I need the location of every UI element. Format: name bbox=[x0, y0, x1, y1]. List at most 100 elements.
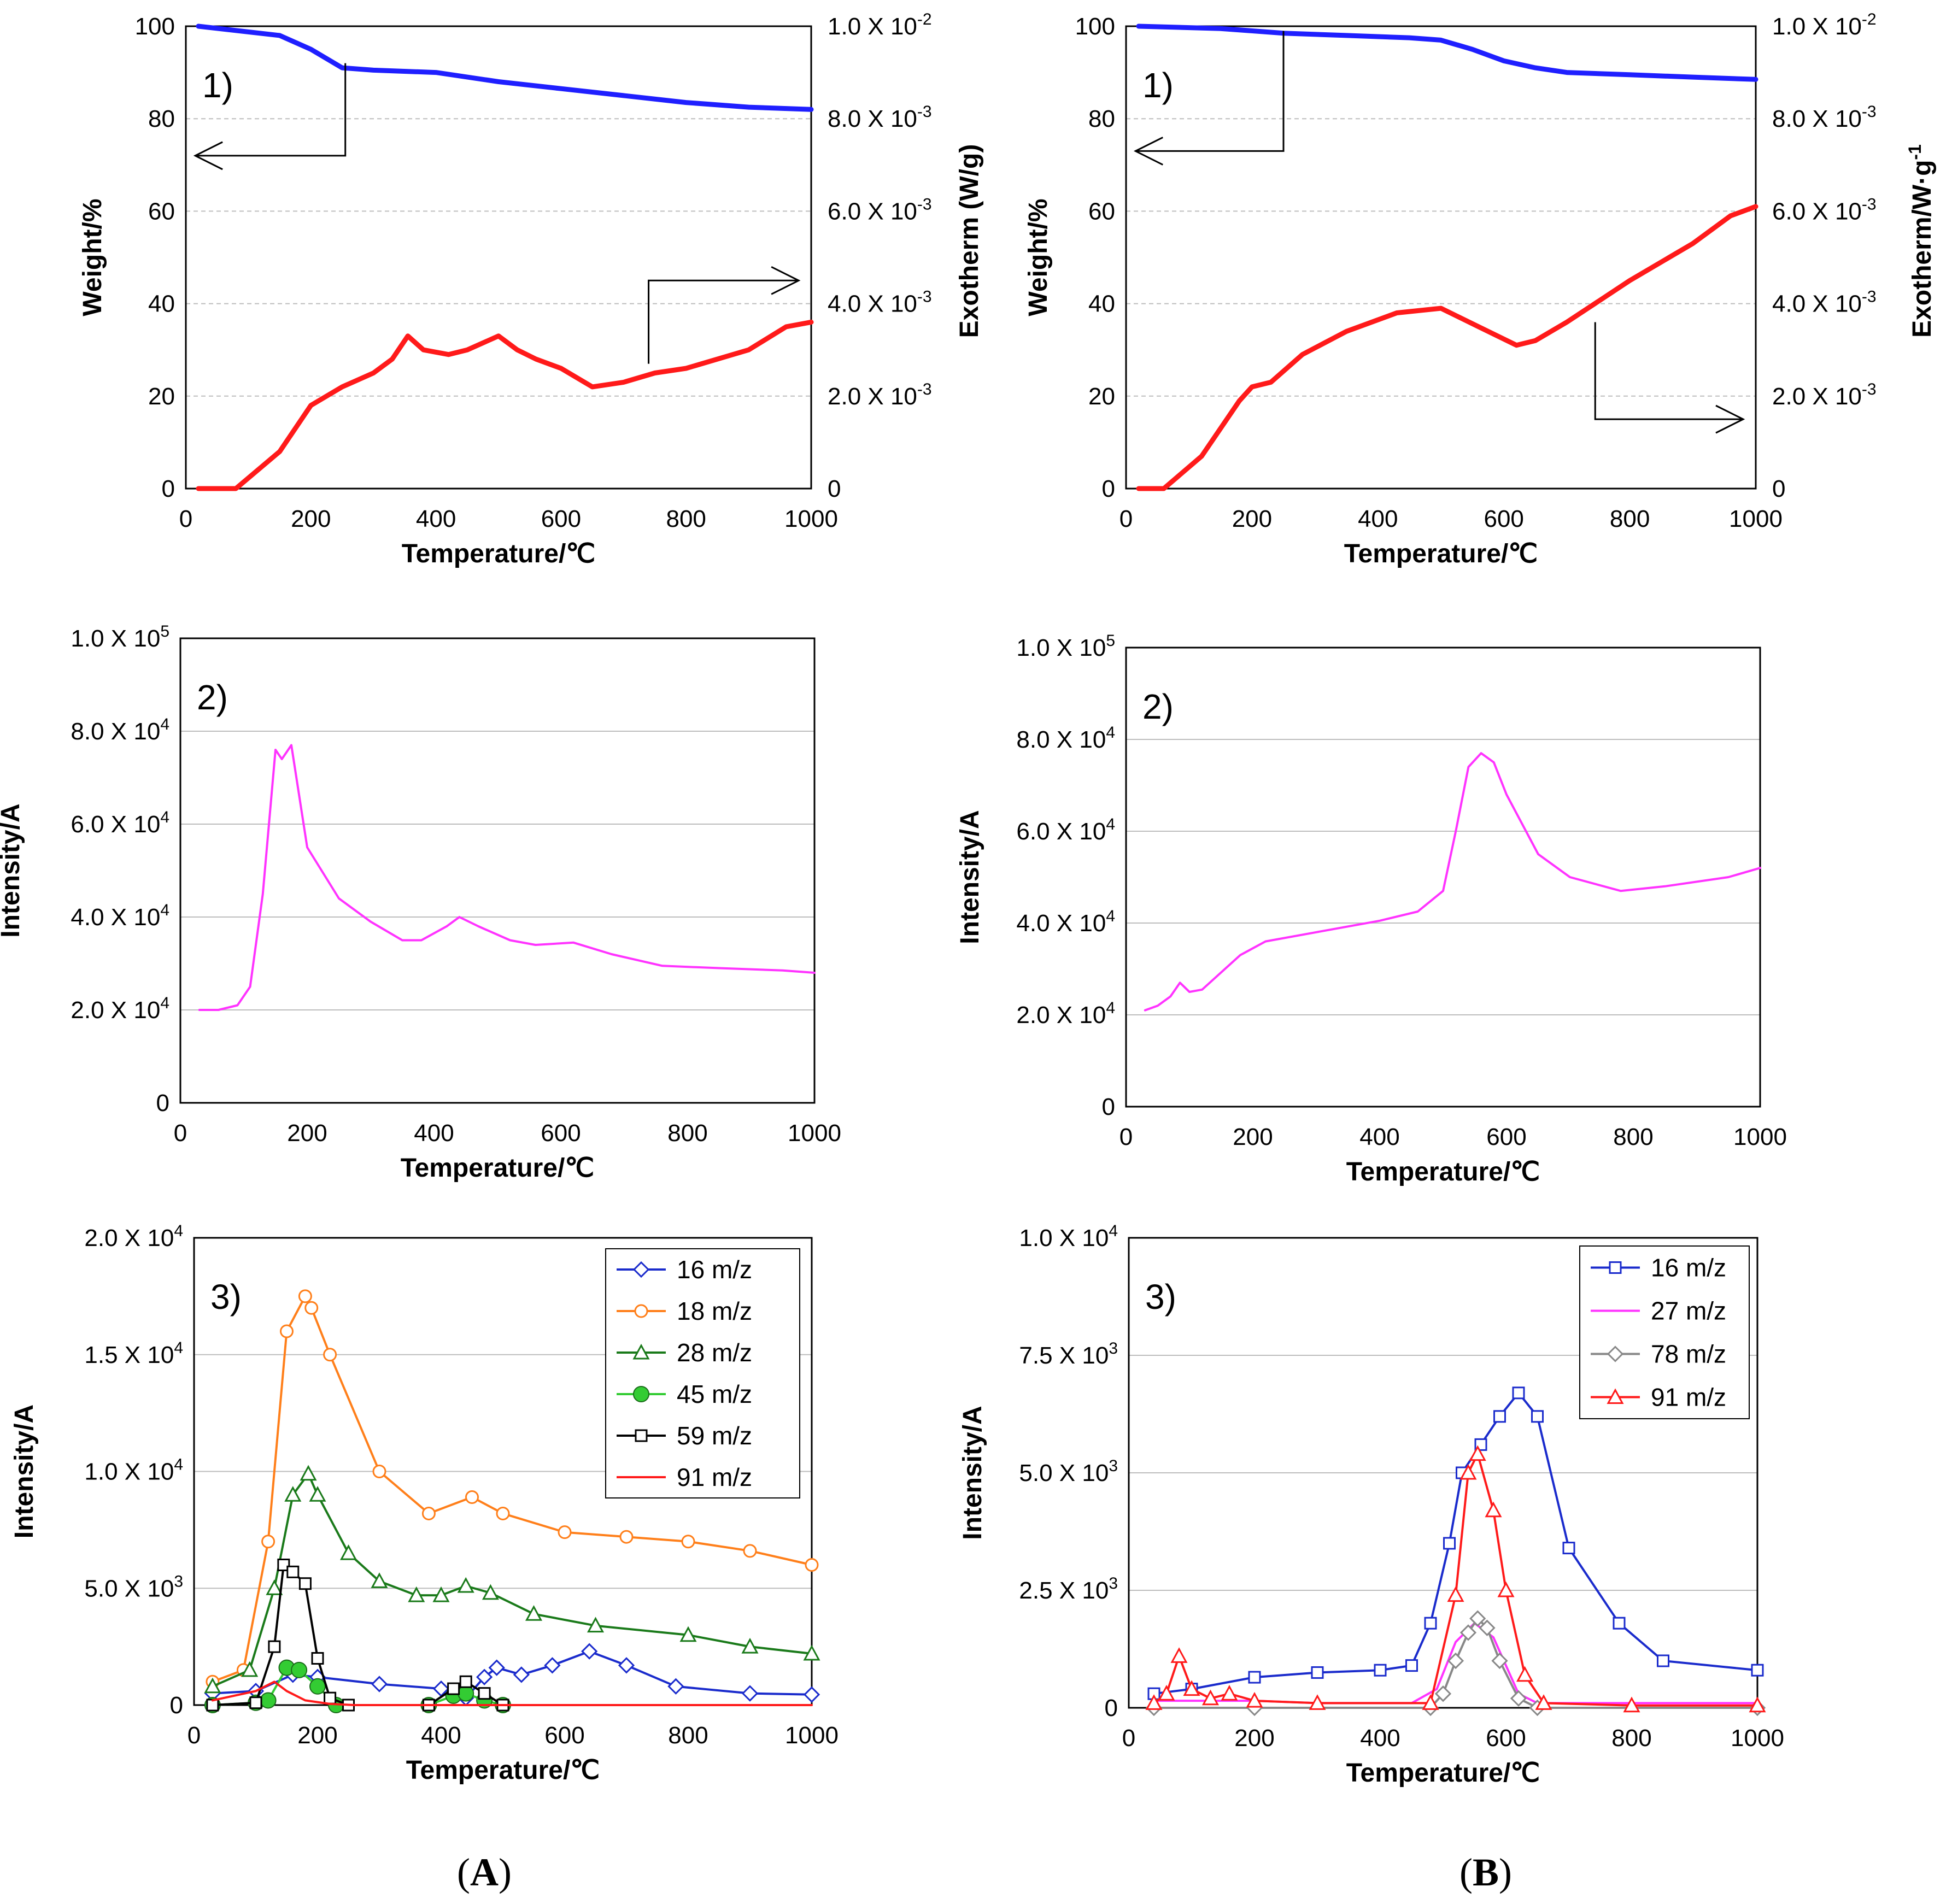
axis-arrow bbox=[195, 63, 347, 157]
data-point bbox=[408, 1586, 425, 1602]
x-tick-label: 800 bbox=[1611, 1725, 1651, 1752]
data-point bbox=[432, 1586, 450, 1602]
y-tick-label: 4.0 X 104 bbox=[71, 901, 169, 931]
data-point bbox=[421, 1506, 436, 1520]
data-point bbox=[1221, 1685, 1238, 1701]
data-point bbox=[513, 1666, 530, 1683]
data-point bbox=[447, 1682, 460, 1695]
x-tick-label: 800 bbox=[1613, 1124, 1653, 1150]
x-tick-label: 200 bbox=[1233, 1124, 1273, 1150]
panel-number-label: 2) bbox=[1142, 687, 1174, 726]
y-tick-label: 6.0 X 104 bbox=[1016, 815, 1115, 845]
data-point bbox=[1201, 1689, 1220, 1706]
data-point bbox=[371, 1676, 388, 1693]
data-point bbox=[1657, 1654, 1669, 1667]
chart-B3: 0 2.5 X 103 5.0 X 103 7.5 X 103 1.0 X 104 0 20… bbox=[958, 1222, 1784, 1788]
data-point bbox=[1405, 1659, 1418, 1672]
x-axis-title: Temperature/℃ bbox=[402, 539, 595, 568]
data-point bbox=[298, 1289, 312, 1303]
x-tick-label: 0 bbox=[187, 1722, 201, 1749]
y2-tick-label: 1.0 X 10-2 bbox=[1772, 10, 1877, 40]
figure-label-right-letter: B bbox=[1473, 1850, 1499, 1894]
y-tick-label: 1.0 X 105 bbox=[1016, 632, 1115, 661]
x-tick-label: 400 bbox=[421, 1722, 461, 1749]
axis-arrow-head bbox=[771, 266, 801, 295]
data-point bbox=[1183, 1680, 1200, 1696]
y-tick-label: 4.0 X 104 bbox=[1016, 907, 1115, 937]
y-tick-label: 2.0 X 104 bbox=[1016, 999, 1115, 1029]
x-tick-label: 1000 bbox=[785, 1722, 839, 1749]
data-point bbox=[803, 1644, 820, 1661]
legend-marker bbox=[635, 1429, 648, 1442]
figure-label-right: (B) bbox=[1459, 1850, 1512, 1894]
y-tick-label: 20 bbox=[1088, 383, 1115, 410]
y-tick-label: 2.0 X 104 bbox=[84, 1222, 183, 1251]
data-point bbox=[525, 1605, 543, 1621]
data-point bbox=[1170, 1647, 1188, 1663]
series-line-weight bbox=[196, 23, 814, 112]
y2-axis-title: Exotherm (W/g) bbox=[955, 144, 984, 338]
data-point bbox=[286, 1565, 300, 1578]
panel-number-label: 3) bbox=[1145, 1277, 1176, 1317]
data-point bbox=[309, 1486, 326, 1502]
legend-item-label: 91 m/z bbox=[1651, 1383, 1726, 1412]
y2-axis-title-exponent: -1 bbox=[1905, 144, 1925, 160]
legend-marker bbox=[632, 1261, 650, 1278]
x-tick-label: 0 bbox=[174, 1120, 187, 1147]
data-point bbox=[1422, 1694, 1439, 1710]
plot-frame bbox=[179, 637, 816, 1104]
series-line-weight bbox=[1136, 23, 1758, 82]
x-tick-label: 400 bbox=[416, 506, 456, 532]
data-point bbox=[558, 1525, 572, 1539]
plot-frame bbox=[1125, 647, 1761, 1108]
x-tick-label: 1000 bbox=[1729, 506, 1783, 532]
series-line-18-m-z bbox=[211, 1295, 813, 1683]
x-tick-label: 600 bbox=[541, 1120, 581, 1147]
y2-tick-label-exponent: -3 bbox=[917, 288, 932, 306]
legend-marker bbox=[1607, 1388, 1624, 1404]
data-point bbox=[1459, 1464, 1477, 1480]
y2-tick-label-exponent: -2 bbox=[1862, 10, 1877, 28]
data-point bbox=[681, 1535, 695, 1549]
legend-item-label: 28 m/z bbox=[677, 1338, 752, 1367]
y-tick-label: 1.5 X 104 bbox=[84, 1339, 183, 1368]
data-point bbox=[298, 1577, 312, 1590]
axis-arrow bbox=[1594, 322, 1743, 420]
legend-box bbox=[605, 1248, 800, 1498]
y-tick-label-exponent: 4 bbox=[160, 715, 169, 733]
x-tick-label: 400 bbox=[1358, 506, 1398, 532]
y2-tick-label: 2.0 X 10-3 bbox=[828, 380, 932, 410]
data-point bbox=[1311, 1666, 1324, 1679]
x-tick-label: 400 bbox=[1359, 1124, 1399, 1150]
x-tick-label: 1000 bbox=[1733, 1124, 1787, 1150]
y-tick-label: 100 bbox=[135, 13, 175, 40]
data-point bbox=[291, 1661, 308, 1678]
y2-tick-label: 1.0 X 10-2 bbox=[828, 10, 932, 40]
x-tick-label: 400 bbox=[414, 1120, 454, 1147]
data-point bbox=[1424, 1617, 1437, 1630]
data-point bbox=[261, 1535, 275, 1549]
data-point bbox=[1145, 1694, 1163, 1710]
x-tick-label: 600 bbox=[1486, 1124, 1526, 1150]
plot-frame bbox=[1125, 25, 1757, 490]
y2-tick-label: 4.0 X 10-3 bbox=[1772, 288, 1877, 318]
x-tick-label: 0 bbox=[1122, 1725, 1135, 1752]
y-tick-label: 0 bbox=[162, 475, 175, 502]
data-point bbox=[459, 1675, 472, 1688]
y-tick-label-exponent: 3 bbox=[1109, 1457, 1118, 1475]
data-point bbox=[803, 1686, 820, 1703]
axis-arrow-head bbox=[1133, 137, 1163, 166]
y-tick-label: 40 bbox=[1088, 291, 1115, 318]
x-tick-label: 0 bbox=[179, 506, 192, 532]
data-point bbox=[1309, 1694, 1326, 1710]
legend-item-label: 27 m/z bbox=[1651, 1297, 1726, 1325]
figure-label-left: (A) bbox=[457, 1850, 512, 1894]
legend-marker bbox=[1609, 1261, 1622, 1274]
y-tick-label-exponent: 4 bbox=[174, 1339, 183, 1357]
legend-box bbox=[1579, 1245, 1750, 1419]
y-axis-title: Intensity/A bbox=[958, 1406, 987, 1539]
data-point bbox=[496, 1506, 510, 1520]
y-tick-label: 0 bbox=[170, 1692, 183, 1719]
y-tick-label-exponent: 3 bbox=[174, 1572, 183, 1590]
